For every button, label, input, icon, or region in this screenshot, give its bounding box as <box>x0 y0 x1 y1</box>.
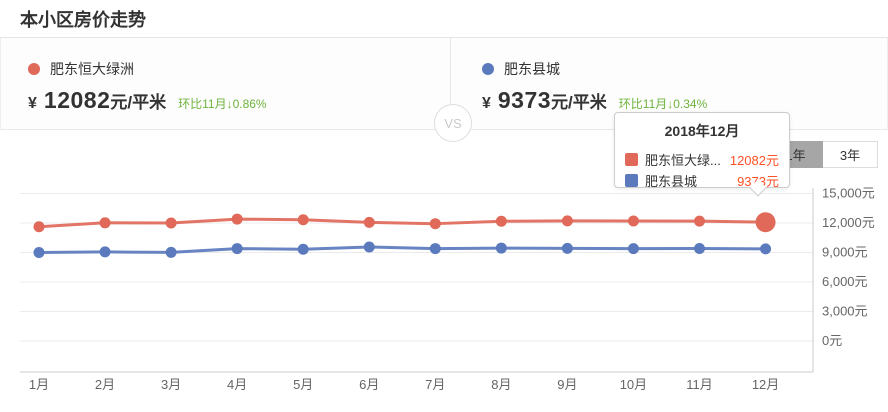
x-axis-label: 3月 <box>161 377 181 392</box>
x-axis-label: 2月 <box>95 377 115 392</box>
data-point[interactable] <box>561 215 573 227</box>
right-price-value: 9373 <box>497 87 552 113</box>
y-axis-label: 0元 <box>822 333 842 348</box>
data-point[interactable] <box>33 221 45 233</box>
data-point[interactable] <box>429 218 441 230</box>
y-axis-label: 6,000元 <box>822 274 868 289</box>
data-point[interactable] <box>297 214 309 226</box>
data-point[interactable] <box>495 242 507 254</box>
vs-badge: VS <box>434 104 472 142</box>
x-axis-label: 12月 <box>752 377 779 392</box>
x-axis-label: 8月 <box>491 377 511 392</box>
blue-series-dot-icon <box>481 63 494 75</box>
data-point[interactable] <box>760 243 772 255</box>
y-axis-label: 9,000元 <box>822 245 868 260</box>
price-row: ¥ 12082 元/平米 环比11月↓0.86% <box>28 87 450 114</box>
comparison-card-right: 肥东县城 ¥ 9373 元/平米 环比11月↓0.34% <box>449 38 887 129</box>
series-name-row: 肥东恒大绿洲 <box>28 59 450 79</box>
tooltip-series-name: 肥东恒大绿... <box>645 153 721 168</box>
y-axis-label: 3,000元 <box>822 304 868 319</box>
x-axis-label: 1月 <box>29 377 49 392</box>
left-price-value: 12082 <box>43 87 111 113</box>
data-point[interactable] <box>33 247 45 258</box>
tooltip-title: 2018年12月 <box>664 123 740 139</box>
tooltip-row: 肥东恒大绿... 12082元 <box>625 149 779 170</box>
series-name-row: 肥东县城 <box>481 59 887 79</box>
series-line <box>38 245 766 254</box>
x-axis-label: 11月 <box>686 377 713 392</box>
currency-symbol: ¥ <box>28 95 37 112</box>
y-axis-label: 15,000元 <box>822 186 875 201</box>
page-title: 本小区房价走势 <box>20 9 146 30</box>
x-axis-label: 10月 <box>620 377 647 392</box>
price-row: ¥ 9373 元/平米 环比11月↓0.34% <box>482 87 887 114</box>
left-series-name: 肥东恒大绿洲 <box>50 61 134 77</box>
y-axis-label: 12,000元 <box>822 215 875 230</box>
currency-symbol: ¥ <box>481 95 491 112</box>
data-point[interactable] <box>99 246 111 258</box>
red-series-dot-icon <box>28 63 40 75</box>
data-point[interactable] <box>694 215 705 227</box>
header: 本小区房价走势 <box>0 0 888 38</box>
data-point[interactable] <box>627 243 639 255</box>
tab-3-year[interactable]: 3年 <box>823 141 878 168</box>
tooltip-series-value: 12082元 <box>729 153 779 168</box>
data-point[interactable] <box>165 246 177 258</box>
data-point[interactable] <box>694 243 705 255</box>
comparison-card-left: 肥东恒大绿洲 ¥ 12082 元/平米 环比11月↓0.86% <box>1 38 450 129</box>
data-point[interactable] <box>561 242 573 254</box>
data-point[interactable] <box>363 241 375 253</box>
data-point[interactable] <box>231 213 243 225</box>
right-month-over-month-change: 环比11月↓0.34% <box>618 97 708 111</box>
data-point-highlighted[interactable] <box>755 212 776 233</box>
tooltip-series-name: 肥东县城 <box>645 174 698 189</box>
price-unit: 元/平米 <box>110 93 167 112</box>
right-series-name: 肥东县城 <box>503 61 560 77</box>
comparison-band: 肥东恒大绿洲 ¥ 12082 元/平米 环比11月↓0.86% VS 肥东县城 … <box>0 38 888 142</box>
price-unit: 元/平米 <box>551 93 607 112</box>
data-point[interactable] <box>627 215 639 227</box>
data-point[interactable] <box>165 217 177 229</box>
x-axis-label: 4月 <box>227 377 247 392</box>
price-trend-chart[interactable]: 15,000元 12,000元 9,000元 6,000元 3,000元 0元 1月 2月 3月… <box>0 130 888 412</box>
x-axis-label: 5月 <box>293 377 313 392</box>
data-point[interactable] <box>429 243 441 255</box>
x-axis-label: 9月 <box>557 377 577 392</box>
data-point[interactable] <box>363 216 375 228</box>
series-line <box>38 217 766 229</box>
data-point[interactable] <box>99 217 111 229</box>
data-point[interactable] <box>297 243 309 255</box>
data-point[interactable] <box>495 215 507 227</box>
x-axis-label: 6月 <box>359 377 379 392</box>
blue-legend-swatch-icon <box>625 174 638 187</box>
data-point[interactable] <box>231 243 243 255</box>
x-axis-label: 7月 <box>425 377 445 392</box>
red-legend-swatch-icon <box>625 153 638 166</box>
left-month-over-month-change: 环比11月↓0.86% <box>178 97 267 111</box>
